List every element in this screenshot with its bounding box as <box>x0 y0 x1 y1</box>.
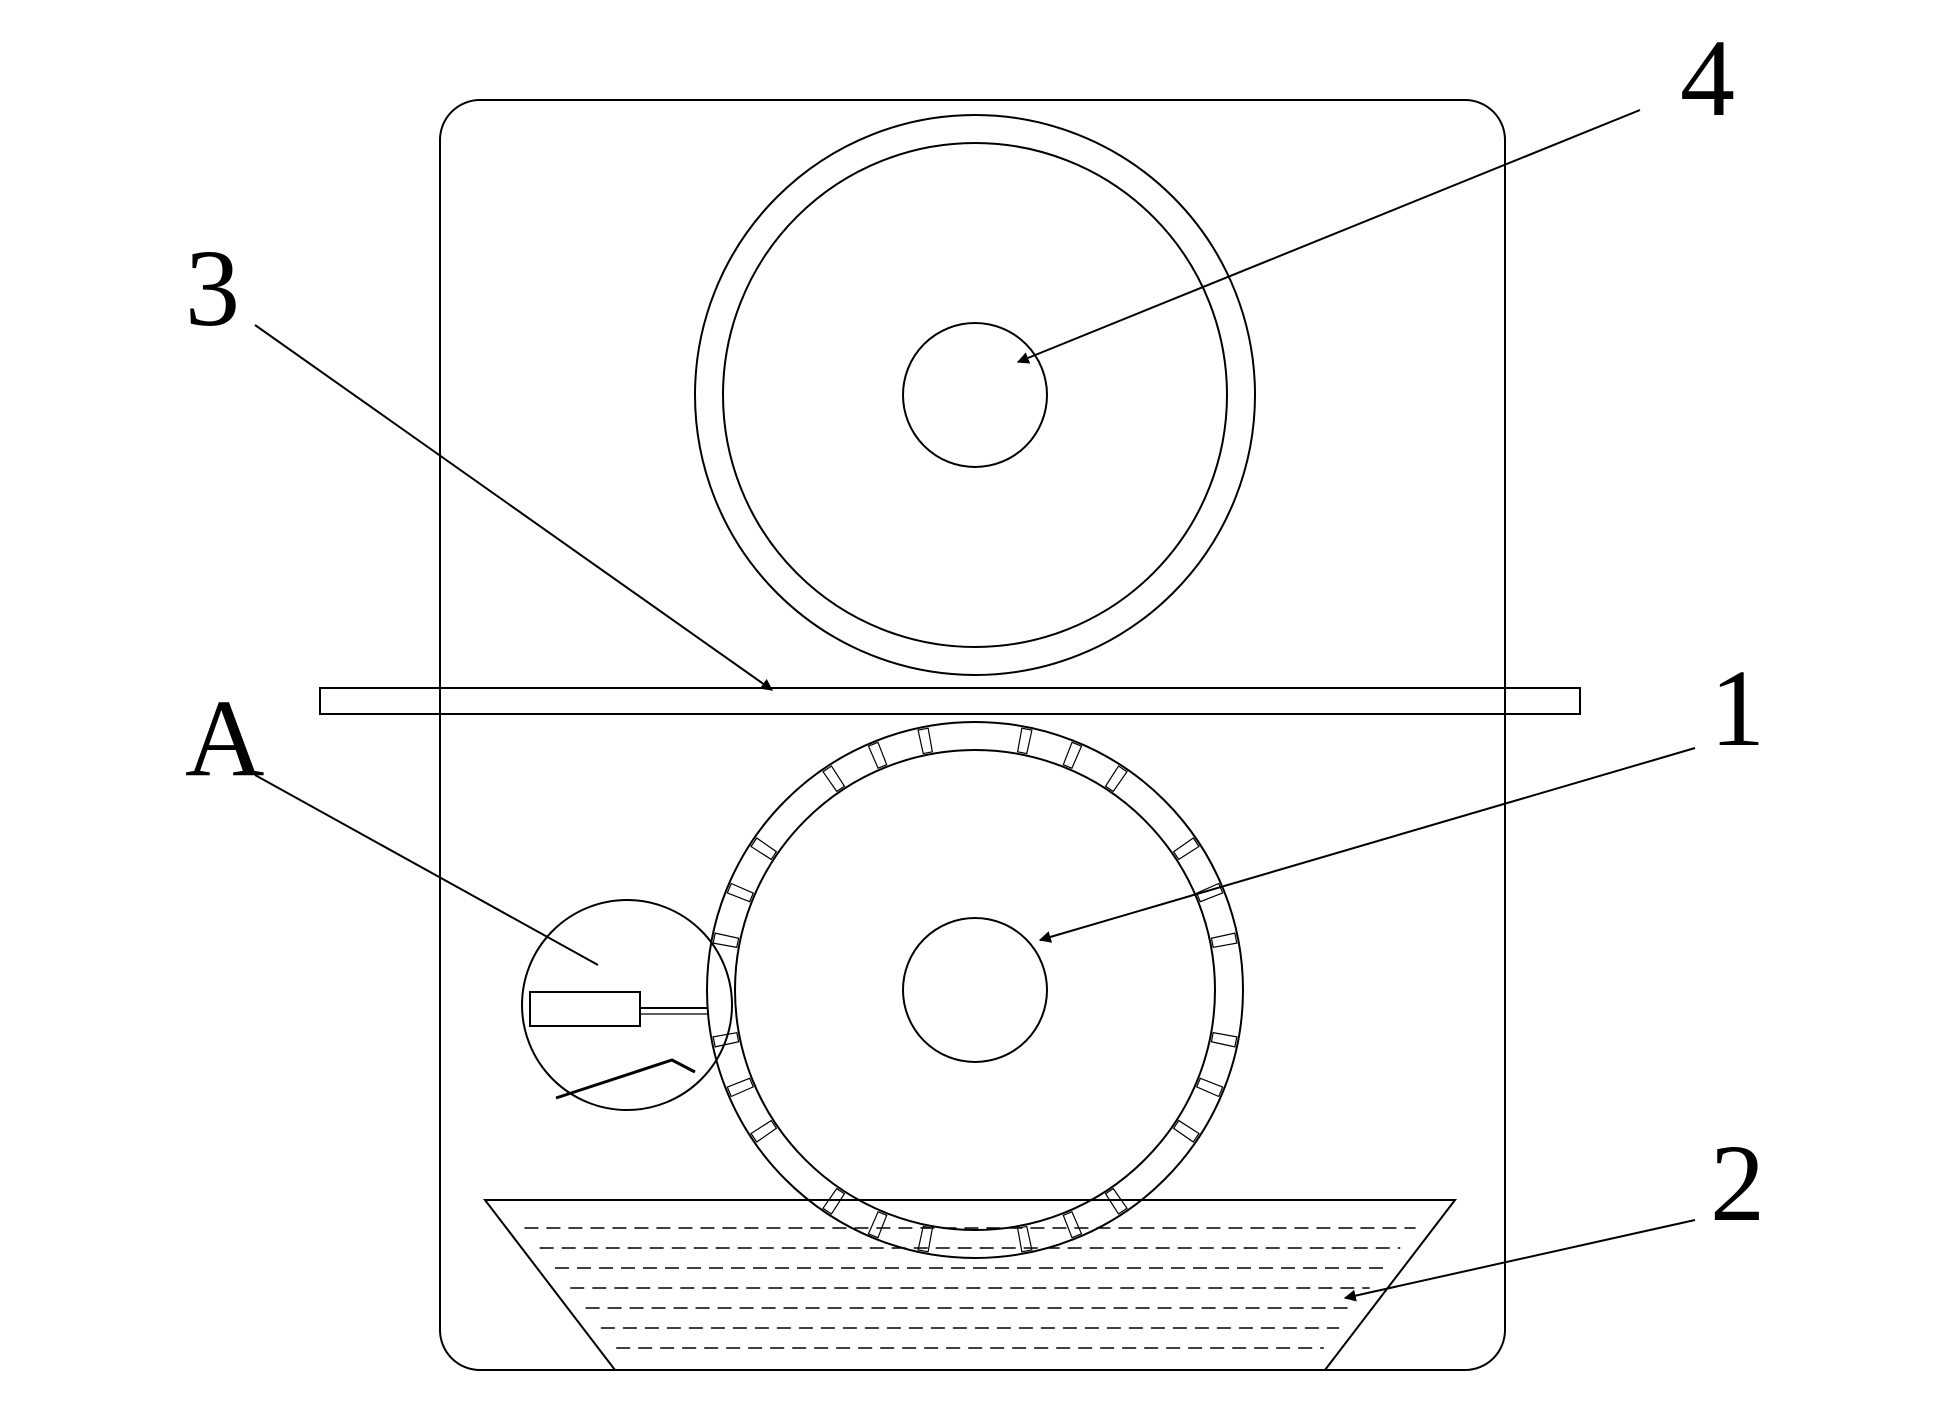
label-4: 4 <box>1018 17 1735 362</box>
plate <box>320 688 1580 714</box>
label-4-text: 4 <box>1680 17 1735 139</box>
label-A: A <box>185 677 598 965</box>
label-A-text: A <box>185 677 264 799</box>
trough <box>485 1200 1455 1370</box>
label-2: 2 <box>1345 1122 1765 1298</box>
label-1-text: 1 <box>1710 647 1765 769</box>
label-1: 1 <box>1040 647 1765 940</box>
bottom-roller <box>707 722 1243 1258</box>
label-3-text: 3 <box>185 227 240 349</box>
label-2-text: 2 <box>1710 1122 1765 1244</box>
top-roller <box>695 115 1255 675</box>
detail-a <box>522 900 732 1110</box>
housing <box>440 100 1505 1370</box>
label-3: 3 <box>185 227 772 690</box>
